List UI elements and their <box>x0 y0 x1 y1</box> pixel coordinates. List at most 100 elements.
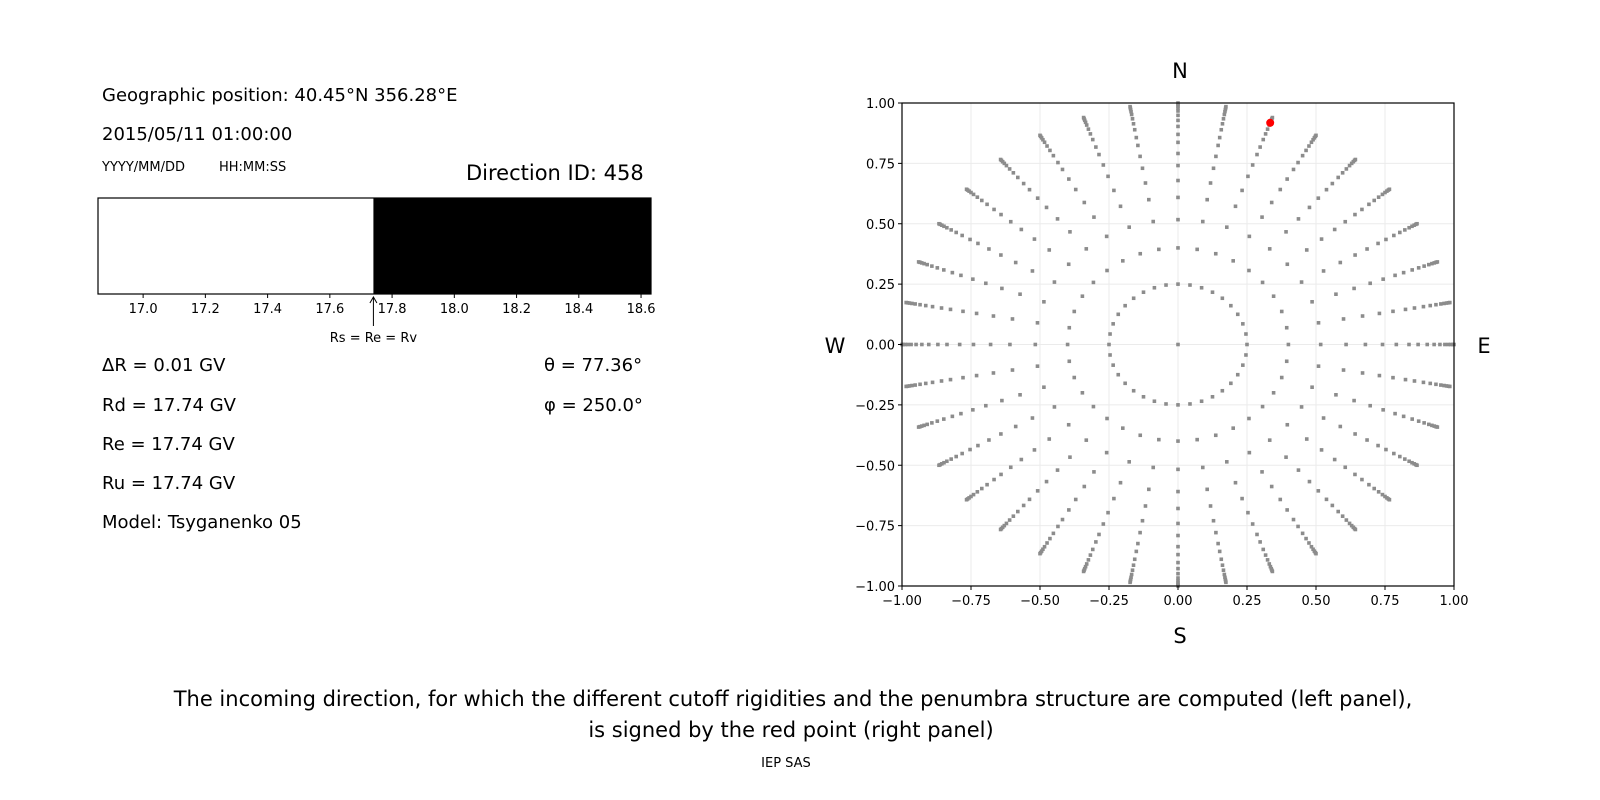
direction-point <box>1367 482 1371 487</box>
direction-point <box>1027 187 1032 192</box>
direction-point <box>1220 296 1225 301</box>
direction-point <box>1213 433 1218 438</box>
direction-point <box>1129 112 1134 117</box>
direction-point <box>1428 381 1433 386</box>
direction-point <box>1111 322 1115 326</box>
direction-point <box>984 403 988 408</box>
direction-point <box>1299 405 1304 409</box>
direction-point <box>1044 479 1049 484</box>
direction-point <box>1267 247 1272 251</box>
direction-point <box>1383 494 1387 499</box>
direction-point <box>1416 266 1421 270</box>
direction-point <box>1013 260 1018 265</box>
direction-point <box>1231 259 1235 263</box>
direction-point <box>1131 388 1136 393</box>
x-tick-label: 0.75 <box>1371 594 1400 609</box>
direction-point <box>1321 416 1326 420</box>
direction-point <box>1387 187 1392 192</box>
direction-point <box>985 482 989 487</box>
direction-point <box>1250 522 1255 526</box>
direction-point <box>1353 157 1358 162</box>
direction-point <box>1105 268 1109 273</box>
direction-point <box>1421 380 1426 385</box>
direction-point <box>999 253 1003 257</box>
direction-point <box>1091 404 1096 409</box>
direction-point <box>1380 492 1385 497</box>
direction-point <box>1412 379 1417 383</box>
direction-point <box>1176 552 1180 557</box>
direction-point <box>1372 486 1377 491</box>
direction-point <box>1129 575 1133 580</box>
direction-point <box>1279 309 1284 314</box>
direction-point <box>949 457 953 461</box>
direction-point <box>1392 451 1396 456</box>
direction-point <box>975 195 980 199</box>
x-tick-label: 17.8 <box>378 302 407 317</box>
direction-point <box>1176 439 1180 443</box>
direction-point <box>976 443 980 448</box>
direction-point <box>1380 342 1385 347</box>
direction-point <box>1128 580 1132 585</box>
direction-point <box>1136 541 1140 546</box>
direction-point <box>1143 181 1148 185</box>
direction-point <box>1041 137 1045 142</box>
direction-point <box>1010 317 1015 321</box>
direction-point <box>1217 549 1222 554</box>
direction-point <box>1380 192 1385 197</box>
direction-point <box>1084 562 1089 566</box>
direction-point <box>1439 383 1443 387</box>
direction-point <box>1220 563 1225 568</box>
compass-east: E <box>1477 334 1490 358</box>
direction-point <box>1255 532 1259 537</box>
direction-point <box>1108 353 1112 357</box>
direction-point <box>1336 509 1341 514</box>
direction-point <box>1015 509 1020 514</box>
direction-point <box>1008 465 1013 470</box>
direction-point <box>1344 342 1348 347</box>
direction-point <box>1152 285 1157 290</box>
direction-point <box>968 447 972 452</box>
direction-point <box>1072 309 1077 314</box>
direction-point <box>930 304 935 309</box>
direction-point <box>1269 200 1274 205</box>
x-tick-label: 18.2 <box>502 302 531 317</box>
direction-point <box>976 241 980 246</box>
direction-point <box>1051 153 1056 158</box>
direction-point <box>1265 127 1270 131</box>
direction-point <box>1094 145 1098 149</box>
direction-point <box>1394 342 1399 347</box>
direction-point <box>1261 137 1266 142</box>
direction-point <box>1338 424 1343 429</box>
direction-point <box>1136 143 1140 148</box>
direction-point <box>1021 503 1026 508</box>
direction-point <box>949 228 953 232</box>
direction-point <box>1068 230 1072 234</box>
direction-point <box>1127 460 1131 464</box>
direction-point <box>1222 112 1227 117</box>
direction-point <box>1383 190 1387 195</box>
direction-point <box>1300 531 1305 536</box>
y-tick-label: −0.25 <box>855 399 895 414</box>
compass-north: N <box>1172 59 1188 83</box>
direction-point <box>1055 217 1060 221</box>
direction-point <box>1055 468 1060 472</box>
direction-point <box>1176 571 1180 576</box>
direction-point <box>1344 167 1349 171</box>
direction-point <box>1121 259 1125 263</box>
direction-point <box>1223 109 1227 114</box>
direction-point <box>926 342 931 347</box>
direction-point <box>1353 253 1357 257</box>
direction-point <box>1097 152 1101 157</box>
direction-point <box>1188 402 1192 406</box>
direction-point <box>1176 178 1180 183</box>
direction-point <box>1195 437 1199 442</box>
direction-point <box>1353 472 1357 477</box>
direction-point <box>948 377 953 382</box>
direction-point <box>1258 145 1262 149</box>
direction-point <box>1216 541 1220 546</box>
direction-point <box>1279 375 1284 380</box>
direction-point <box>1176 566 1180 571</box>
direction-point <box>1094 540 1098 544</box>
direction-point <box>1446 342 1451 347</box>
direction-point <box>1176 544 1180 549</box>
